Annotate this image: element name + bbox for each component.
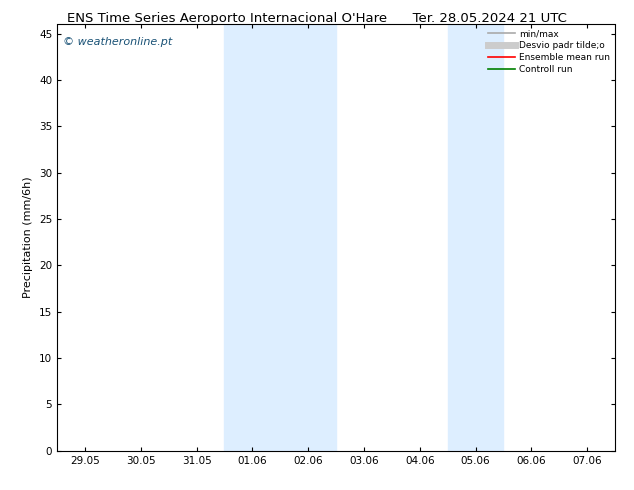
Text: © weatheronline.pt: © weatheronline.pt bbox=[63, 37, 172, 48]
Bar bbox=[224, 24, 336, 451]
Text: ENS Time Series Aeroporto Internacional O'Hare      Ter. 28.05.2024 21 UTC: ENS Time Series Aeroporto Internacional … bbox=[67, 12, 567, 25]
Bar bbox=[448, 24, 503, 451]
Y-axis label: Precipitation (mm/6h): Precipitation (mm/6h) bbox=[23, 177, 34, 298]
Legend: min/max, Desvio padr tilde;o, Ensemble mean run, Controll run: min/max, Desvio padr tilde;o, Ensemble m… bbox=[488, 29, 611, 74]
